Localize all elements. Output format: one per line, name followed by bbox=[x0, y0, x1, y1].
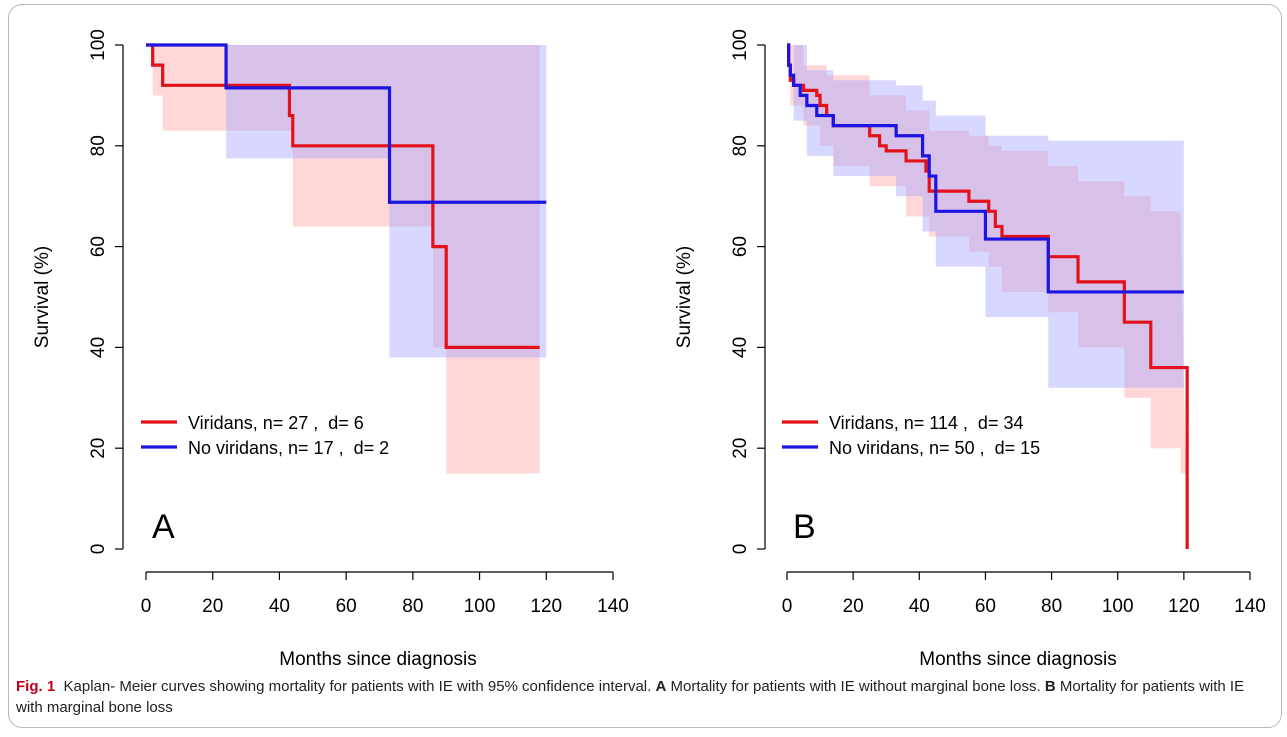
x-axis-title: Months since diagnosis bbox=[279, 649, 477, 670]
panel-b-chart: 0 20 40 60 80 100 120 140 0 20 40 60 80 100 Months sin… bbox=[674, 29, 1266, 670]
y-axis-title: Survival (%) bbox=[32, 246, 53, 348]
y-tick-label: 20 bbox=[730, 438, 751, 459]
y-tick-label: 60 bbox=[730, 236, 751, 257]
ci-band-viridans bbox=[146, 45, 540, 474]
caption-b-text: Mortality for patients with IE with marg… bbox=[16, 678, 1245, 716]
x-tick-label: 40 bbox=[269, 596, 290, 617]
survival-curve-viridans bbox=[146, 43, 540, 349]
y-tick-label: 0 bbox=[88, 544, 109, 555]
x-tick-label: 120 bbox=[530, 596, 562, 617]
panel-label: A bbox=[152, 508, 175, 546]
legend-label-viridans: Viridans, n= 27 , d= 6 bbox=[188, 413, 364, 433]
legend-label-no-viridans: No viridans, n= 17 , d= 2 bbox=[188, 438, 389, 458]
x-tick-label: 0 bbox=[141, 596, 152, 617]
ci-band-viridans bbox=[787, 45, 1188, 549]
caption-b-label: B bbox=[1044, 678, 1056, 695]
figure-caption: Fig. 1 Kaplan- Meier curves showing mort… bbox=[16, 676, 1266, 718]
x-tick-label: 60 bbox=[975, 596, 996, 617]
y-axis-title: Survival (%) bbox=[674, 246, 695, 348]
legend-label-viridans: Viridans, n= 114 , d= 34 bbox=[829, 413, 1023, 433]
x-tick-label: 80 bbox=[1041, 596, 1062, 617]
y-tick-label: 0 bbox=[730, 544, 751, 555]
y-tick-label: 80 bbox=[88, 135, 109, 156]
x-tick-label: 40 bbox=[909, 596, 930, 617]
y-tick-label: 40 bbox=[730, 337, 751, 358]
x-tick-label: 20 bbox=[202, 596, 223, 617]
y-tick-label: 100 bbox=[730, 29, 751, 61]
x-tick-label: 100 bbox=[1102, 596, 1134, 617]
x-axis-title: Months since diagnosis bbox=[919, 649, 1117, 670]
x-tick-label: 140 bbox=[1234, 596, 1266, 617]
survival-curve-no-viridans bbox=[146, 43, 547, 204]
caption-figure-label: Fig. 1 bbox=[16, 678, 56, 695]
y-tick-label: 20 bbox=[88, 438, 109, 459]
caption-intro: Kaplan- Meier curves showing mortality f… bbox=[63, 678, 652, 695]
x-tick-label: 60 bbox=[336, 596, 357, 617]
survival-curve-viridans bbox=[787, 43, 1189, 549]
x-tick-label: 100 bbox=[464, 596, 496, 617]
x-tick-label: 20 bbox=[843, 596, 864, 617]
y-tick-label: 80 bbox=[730, 135, 751, 156]
x-tick-label: 0 bbox=[782, 596, 793, 617]
caption-a-text: Mortality for patients with IE without m… bbox=[670, 678, 1041, 695]
panel-a-chart: 0 20 40 60 80 100 120 140 0 20 40 60 80 100 Months sin… bbox=[32, 29, 629, 670]
y-tick-label: 40 bbox=[88, 337, 109, 358]
x-tick-label: 80 bbox=[402, 596, 423, 617]
x-tick-label: 120 bbox=[1168, 596, 1200, 617]
y-tick-label: 60 bbox=[88, 236, 109, 257]
survival-curve-no-viridans bbox=[787, 43, 1184, 294]
caption-a-label: A bbox=[655, 678, 667, 695]
panel-label: B bbox=[793, 508, 816, 546]
y-tick-label: 100 bbox=[88, 29, 109, 61]
x-tick-label: 140 bbox=[597, 596, 629, 617]
figure-frame bbox=[8, 4, 1282, 728]
legend-label-no-viridans: No viridans, n= 50 , d= 15 bbox=[829, 438, 1040, 458]
